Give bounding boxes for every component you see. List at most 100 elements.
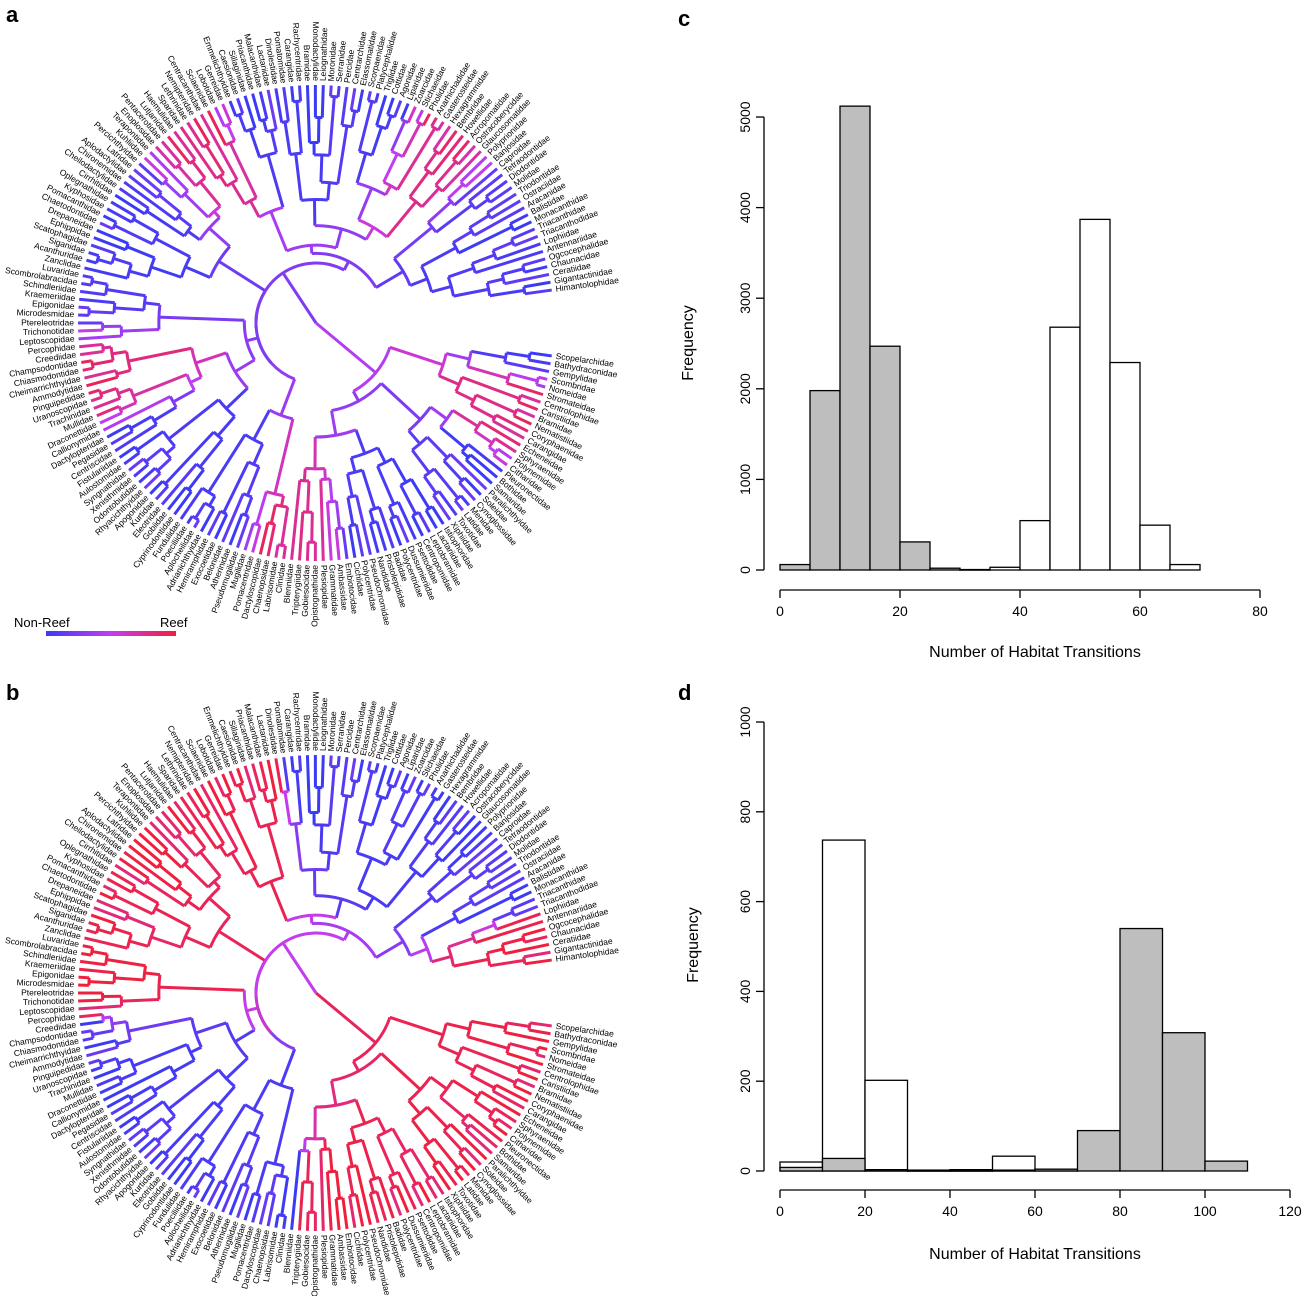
tree-branch xyxy=(504,942,550,956)
tree-branch xyxy=(357,187,374,221)
tree-branch xyxy=(102,214,117,224)
tree-branch-arc xyxy=(109,1016,115,1031)
tree-branch-arc xyxy=(330,764,339,769)
tree-branch xyxy=(364,896,375,911)
tree-branch xyxy=(118,857,150,880)
tree-branch xyxy=(191,830,207,850)
tree-branch xyxy=(86,375,119,388)
tree-branch xyxy=(420,916,457,938)
tree-branch-arc xyxy=(114,1040,120,1048)
tree-branch xyxy=(356,759,365,783)
tree-branch-arc xyxy=(95,925,101,934)
tree-branch xyxy=(334,500,342,529)
taxon-label: Grammatidae xyxy=(327,564,340,616)
tree-branch xyxy=(114,306,144,312)
taxon-label: Microdesmidae xyxy=(16,307,74,319)
tree-branch xyxy=(453,837,499,877)
tree-branch xyxy=(430,505,445,525)
tree-branch xyxy=(118,445,136,459)
tree-branch xyxy=(452,900,473,914)
tree-branch-arc xyxy=(242,1162,253,1169)
tree-branch-arc xyxy=(259,117,268,123)
tree-branch xyxy=(453,499,464,512)
tree-branch-arc xyxy=(468,226,476,237)
tree-branch-arc xyxy=(442,1123,452,1132)
tree-branch xyxy=(79,967,115,975)
tree-branch-arc xyxy=(223,792,232,798)
tree-branch xyxy=(415,109,424,123)
tree-branch xyxy=(234,358,256,373)
tree-branch xyxy=(305,1212,310,1231)
tree-branch xyxy=(110,870,136,888)
tree-branch xyxy=(228,812,258,869)
tree-branch xyxy=(393,770,403,788)
tree-branch-arc xyxy=(184,1156,193,1163)
tree-branch-arc xyxy=(492,1118,500,1126)
tree-branch-arc xyxy=(223,122,232,128)
tree-branch xyxy=(357,857,374,891)
tree-branch xyxy=(437,490,458,517)
tree-branch xyxy=(207,433,247,494)
tree-branch xyxy=(517,1070,539,1081)
tree-branch xyxy=(234,1028,256,1043)
tree-branch xyxy=(156,457,172,472)
tree-branch xyxy=(349,457,357,473)
tree-branch xyxy=(328,478,334,502)
tree-branch xyxy=(117,387,132,395)
tree-branch xyxy=(221,1163,245,1213)
tree-branch xyxy=(195,351,227,365)
x-tick-label: 100 xyxy=(1193,1203,1217,1219)
tree-branch xyxy=(384,785,393,800)
tree-branch-arc xyxy=(487,1107,497,1119)
tree-branch xyxy=(111,350,127,356)
tree-branch xyxy=(370,126,383,156)
tree-branch xyxy=(280,1165,285,1177)
tree-branch-arc xyxy=(293,769,301,774)
tree-branch xyxy=(143,472,162,490)
tree-branch xyxy=(184,265,211,279)
histogram-bar xyxy=(821,839,866,1172)
tree-branch-arc xyxy=(142,1127,150,1136)
taxon-label: Leiognathidae xyxy=(318,27,330,81)
tree-branch xyxy=(258,91,269,120)
tree-branch xyxy=(228,142,258,199)
tree-branch xyxy=(395,515,410,544)
tree-branch xyxy=(86,258,98,265)
tree-branch-arc xyxy=(204,1171,215,1180)
tree-branch xyxy=(154,145,177,170)
taxon-label: Plesiopidae xyxy=(319,1235,330,1280)
tree-branch-arc xyxy=(416,120,425,127)
tree-branch xyxy=(96,228,129,245)
tree-branch xyxy=(375,940,405,959)
tree-branch xyxy=(426,436,449,459)
tree-branch xyxy=(138,162,164,186)
tree-branch-arc xyxy=(407,1076,432,1102)
tree-branch xyxy=(258,761,269,790)
tree-branch-arc xyxy=(244,433,264,446)
tree-branch xyxy=(334,228,343,249)
tree-branch xyxy=(336,755,341,768)
x-tick-label: 0 xyxy=(776,603,784,619)
tree-branch xyxy=(123,850,177,892)
tree-branch-arc xyxy=(331,1052,383,1083)
x-tick-label: 80 xyxy=(1252,603,1268,619)
tree-branch xyxy=(455,390,475,402)
tree-branch xyxy=(222,1131,250,1184)
tree-branch xyxy=(389,1015,444,1037)
tree-branch-arc xyxy=(459,850,467,858)
tree-branch-arc xyxy=(275,503,288,509)
tree-branch xyxy=(459,494,471,507)
tree-branch xyxy=(370,796,383,826)
taxon-label: Percidae xyxy=(342,49,356,84)
tree-branch xyxy=(160,140,182,165)
tree-branch xyxy=(88,251,100,258)
tree-branch xyxy=(389,345,444,367)
tree-branch xyxy=(243,95,257,129)
tree-branch-arc xyxy=(420,265,434,293)
tree-branch xyxy=(99,221,114,231)
tree-branch xyxy=(251,763,262,792)
tree-branch xyxy=(469,453,499,479)
tree-branch xyxy=(246,336,259,343)
tree-branch-arc xyxy=(466,351,473,368)
taxon-label: Trichonotidae xyxy=(23,325,75,337)
